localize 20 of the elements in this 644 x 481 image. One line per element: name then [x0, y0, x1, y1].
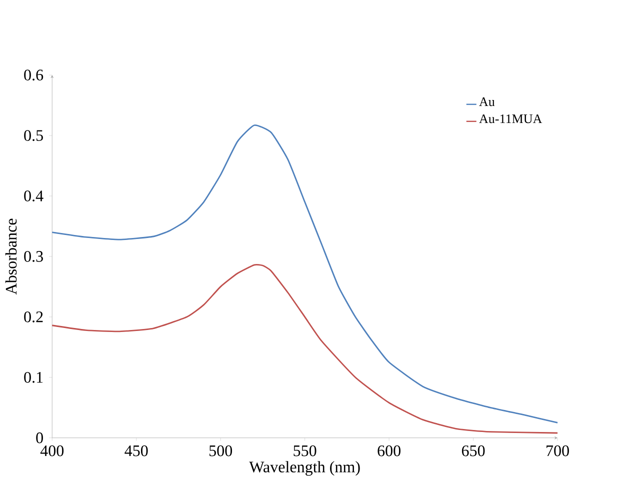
y-tick-label: 0.4 — [24, 190, 44, 202]
x-tick-label: 600 — [378, 445, 400, 456]
x-tick-label: 700 — [546, 445, 569, 456]
x-tick-label: 550 — [294, 445, 316, 456]
y-tick-label: 0.5 — [24, 130, 43, 141]
x-tick-label: 450 — [124, 445, 148, 456]
y-tick-label: 0.1 — [24, 372, 43, 383]
y-axis-title: Absorbance — [5, 218, 17, 295]
line-series — [51, 264, 558, 434]
x-axis-title: Wavelength (nm) — [249, 461, 360, 476]
x-tick-label: 400 — [40, 445, 64, 456]
x-tick-label: 650 — [462, 445, 485, 456]
y-tick-label: 0.2 — [24, 311, 43, 322]
legend-label: Au-11MUA — [479, 114, 542, 124]
y-tick-label: 0.3 — [24, 250, 43, 262]
x-tick-label: 500 — [209, 445, 232, 456]
y-tick-label: 0 — [36, 432, 43, 444]
y-tick-label: 0.6 — [24, 70, 44, 80]
line-series — [51, 124, 558, 424]
legend-label: Au — [479, 97, 495, 106]
